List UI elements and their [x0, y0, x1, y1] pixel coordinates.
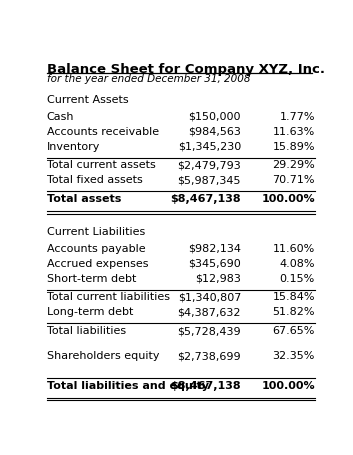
- Text: $1,345,230: $1,345,230: [178, 142, 241, 152]
- Text: Accrued expenses: Accrued expenses: [47, 259, 148, 269]
- Text: $150,000: $150,000: [189, 112, 241, 122]
- Text: Cash: Cash: [47, 112, 74, 122]
- Text: Total liabilities: Total liabilities: [47, 326, 126, 336]
- Text: 11.63%: 11.63%: [273, 127, 315, 137]
- Text: Balance Sheet for Company XYZ, Inc.: Balance Sheet for Company XYZ, Inc.: [47, 63, 325, 76]
- Text: 0.15%: 0.15%: [280, 274, 315, 284]
- Text: $12,983: $12,983: [195, 274, 241, 284]
- Text: 1.77%: 1.77%: [280, 112, 315, 122]
- Text: Inventory: Inventory: [47, 142, 100, 152]
- Text: for the year ended December 31, 2008: for the year ended December 31, 2008: [47, 74, 250, 84]
- Text: Current Assets: Current Assets: [47, 95, 128, 105]
- Text: 11.60%: 11.60%: [273, 244, 315, 254]
- Text: 100.00%: 100.00%: [261, 381, 315, 391]
- Text: 15.84%: 15.84%: [273, 293, 315, 303]
- Text: $2,479,793: $2,479,793: [177, 160, 241, 170]
- Text: $8,467,138: $8,467,138: [170, 381, 241, 391]
- Text: 67.65%: 67.65%: [273, 326, 315, 336]
- Text: 100.00%: 100.00%: [261, 194, 315, 204]
- Text: Total fixed assets: Total fixed assets: [47, 175, 143, 185]
- Text: $5,728,439: $5,728,439: [178, 326, 241, 336]
- Text: $982,134: $982,134: [188, 244, 241, 254]
- Text: $1,340,807: $1,340,807: [178, 293, 241, 303]
- Text: Accounts receivable: Accounts receivable: [47, 127, 159, 137]
- Text: Accounts payable: Accounts payable: [47, 244, 145, 254]
- Text: 4.08%: 4.08%: [280, 259, 315, 269]
- Text: Long-term debt: Long-term debt: [47, 308, 133, 318]
- Text: $345,690: $345,690: [189, 259, 241, 269]
- Text: $2,738,699: $2,738,699: [178, 351, 241, 361]
- Text: Shareholders equity: Shareholders equity: [47, 351, 159, 361]
- Text: 29.29%: 29.29%: [272, 160, 315, 170]
- Text: $984,563: $984,563: [188, 127, 241, 137]
- Text: $4,387,632: $4,387,632: [178, 308, 241, 318]
- Text: Total liabilities and equity: Total liabilities and equity: [47, 381, 209, 391]
- Text: Total current liabilities: Total current liabilities: [47, 293, 170, 303]
- Text: $5,987,345: $5,987,345: [178, 175, 241, 185]
- Text: 51.82%: 51.82%: [273, 308, 315, 318]
- Text: 70.71%: 70.71%: [273, 175, 315, 185]
- Text: 15.89%: 15.89%: [273, 142, 315, 152]
- Text: $8,467,138: $8,467,138: [170, 194, 241, 204]
- Text: Total current assets: Total current assets: [47, 160, 156, 170]
- Text: Short-term debt: Short-term debt: [47, 274, 136, 284]
- Text: Current Liabilities: Current Liabilities: [47, 227, 145, 237]
- Text: 32.35%: 32.35%: [273, 351, 315, 361]
- Text: Total assets: Total assets: [47, 194, 121, 204]
